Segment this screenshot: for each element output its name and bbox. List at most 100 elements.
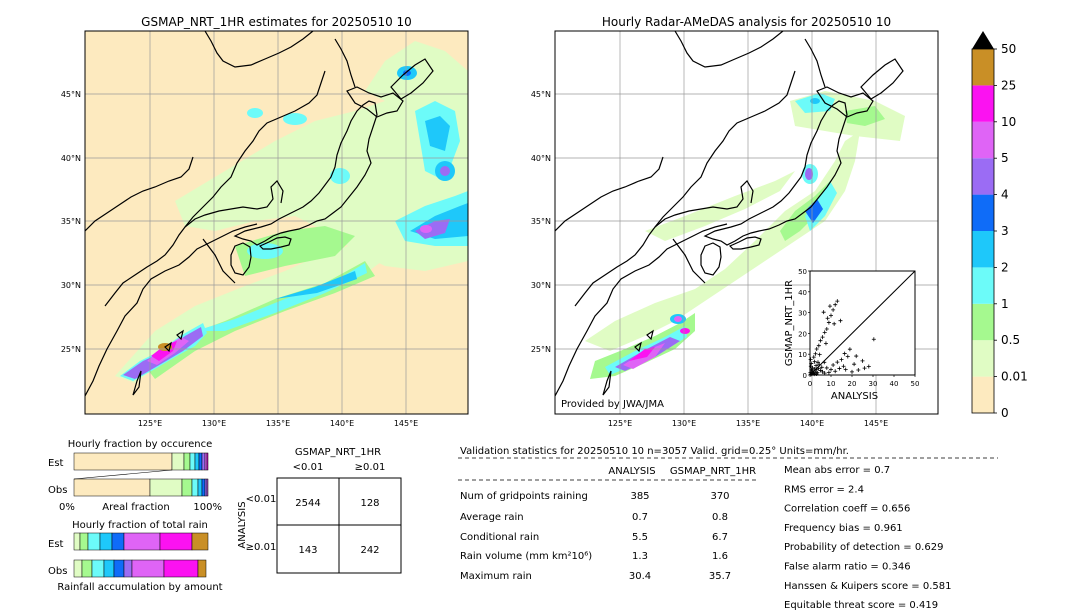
- total-rain-segment: [103, 559, 115, 578]
- validation-stats: Validation statistics for 20250510 10 n=…: [458, 446, 998, 611]
- scatter-point: [831, 307, 836, 312]
- total-rain-segment: [197, 559, 207, 578]
- rain-area: [420, 225, 432, 233]
- scatter-point: [824, 327, 829, 332]
- contingency-cell: 2544: [295, 498, 320, 509]
- scatter-point: [829, 313, 833, 318]
- rain-area: [247, 108, 263, 118]
- rain-area: [235, 226, 355, 276]
- total-rain-row-label: Obs: [48, 566, 67, 577]
- left-lon-label: 135°E: [266, 419, 290, 428]
- colorbar-label: 0.01: [1001, 370, 1028, 384]
- contingency-cell: 128: [360, 498, 379, 509]
- validation-col-header: ANALYSIS: [608, 466, 655, 477]
- scatter-x-tick: 40: [890, 380, 899, 388]
- validation-score: Probability of detection = 0.629: [784, 542, 943, 553]
- colorbar-segment: [972, 376, 994, 413]
- left-lon-label: 125°E: [138, 419, 162, 428]
- total-rain-segment: [191, 532, 209, 551]
- scatter-point: [820, 335, 825, 340]
- validation-score: False alarm ratio = 0.346: [784, 562, 911, 573]
- scatter-point: [850, 369, 854, 374]
- right-lon-label: 130°E: [672, 419, 696, 428]
- occurrence-segment: [189, 452, 196, 471]
- scatter-point: [841, 364, 846, 369]
- scatter-point: [826, 320, 831, 325]
- occurrence-segment: [198, 452, 203, 471]
- occurrence-segment: [149, 478, 183, 497]
- scatter-point: [856, 368, 861, 373]
- scatter-point: [843, 367, 848, 372]
- occurrence-segment: [197, 478, 203, 497]
- scatter-plot: 00 10 10 20 20 30 30 40 40 50 50 ANALYSIS GSMAP_NRT_…: [784, 268, 919, 402]
- left-lat-label: 30°N: [61, 281, 81, 290]
- scatter-point: [866, 364, 871, 369]
- scatter-point: [818, 338, 823, 343]
- scatter-point: [820, 369, 825, 374]
- right-frame: [554, 30, 939, 415]
- occurrence-segment: [181, 478, 193, 497]
- total-rain-segment: [99, 532, 113, 551]
- scatter-point: [824, 365, 829, 370]
- total-rain-segment: [111, 532, 125, 551]
- occurrence-segment: [191, 478, 199, 497]
- colorbar-label: 1: [1001, 297, 1009, 311]
- validation-row-label: Maximum rain: [460, 571, 532, 582]
- colorbar-extend-arrow: [972, 31, 994, 49]
- scatter-point: [815, 360, 820, 365]
- total-rain-segment: [123, 559, 133, 578]
- contingency-table: GSMAP_NRT_1HR <0.01 ≥0.01 2544 128 143 242 ANAL…: [237, 447, 402, 574]
- validation-header: Validation statistics for 20250510 10 n=…: [460, 446, 849, 457]
- rain-area: [629, 347, 655, 361]
- contingency-cell: 143: [298, 545, 317, 556]
- validation-score: Frequency bias = 0.961: [784, 523, 903, 534]
- scatter-y-tick: 40: [798, 289, 807, 297]
- left-lat-label: 40°N: [61, 154, 81, 163]
- total-rain-segment: [73, 559, 83, 578]
- scatter-point: [845, 354, 850, 359]
- rain-area: [440, 166, 450, 176]
- colorbar: 0 0.01 0.5 1 2 3 4 5 10 25 50: [971, 31, 1028, 420]
- scatter-point: [835, 360, 840, 365]
- left-lat-label: 25°N: [61, 345, 81, 354]
- colorbar-segment: [972, 121, 994, 159]
- scatter-point: [813, 351, 818, 356]
- colorbar-label: 25: [1001, 78, 1016, 92]
- right-title: Hourly Radar-AMeDAS analysis for 2025051…: [602, 15, 891, 29]
- rain-area: [805, 168, 813, 180]
- rain-area: [415, 219, 450, 239]
- scatter-point: [819, 365, 824, 370]
- total-rain-row-label: Est: [48, 539, 64, 550]
- occurrence-segment: [201, 452, 206, 471]
- colorbar-segment: [972, 85, 994, 122]
- rain-area: [585, 131, 860, 351]
- scatter-y-tick: 30: [798, 310, 807, 318]
- rain-area: [175, 81, 468, 271]
- validation-analysis-value: 5.5: [632, 532, 648, 543]
- right-lon-label: 140°E: [800, 419, 824, 428]
- rain-area: [674, 316, 682, 322]
- colorbar-label: 4: [1001, 188, 1009, 202]
- scatter-point: [814, 371, 819, 376]
- total-rain-segment: [163, 559, 199, 578]
- occurrence-segment: [206, 478, 209, 497]
- occurrence-chart: Hourly fraction by occurence Est Obs 0% Area…: [48, 439, 222, 513]
- total-rain-segment: [73, 532, 81, 551]
- scatter-point: [812, 359, 817, 364]
- colorbar-label: 2: [1001, 260, 1009, 274]
- left-title: GSMAP_NRT_1HR estimates for 20250510 10: [141, 15, 412, 29]
- scatter-y-tick: 10: [798, 351, 807, 359]
- scatter-point: [827, 304, 832, 309]
- validation-gsmap-value: 1.6: [712, 551, 728, 562]
- contingency-row-label: ≥0.01: [246, 542, 277, 553]
- rain-area: [810, 98, 820, 104]
- right-lat-label: 45°N: [531, 90, 551, 99]
- colorbar-segment: [972, 158, 994, 195]
- colorbar-segment: [972, 194, 994, 231]
- validation-analysis-value: 30.4: [629, 571, 651, 582]
- occurrence-segment: [204, 478, 208, 497]
- occurrence-segment: [73, 478, 151, 497]
- scatter-point: [809, 367, 814, 372]
- validation-col-header: GSMAP_NRT_1HR: [670, 466, 756, 477]
